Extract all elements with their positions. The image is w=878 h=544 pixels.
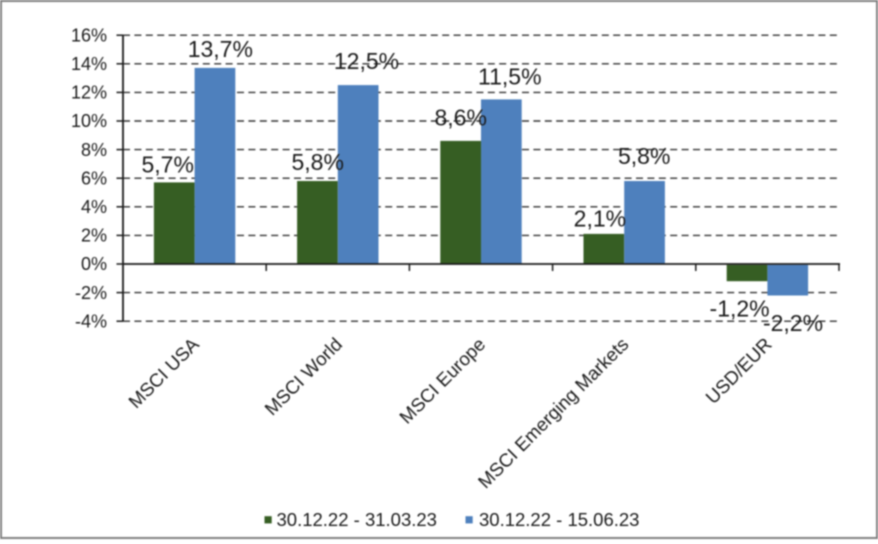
svg-text:2%: 2% [81, 226, 107, 246]
svg-text:30.12.22 - 31.03.23: 30.12.22 - 31.03.23 [277, 509, 437, 530]
svg-text:2,1%: 2,1% [574, 206, 626, 232]
svg-text:5,8%: 5,8% [291, 149, 343, 175]
svg-text:12,5%: 12,5% [334, 48, 399, 74]
svg-text:30.12.22 - 15.06.23: 30.12.22 - 15.06.23 [479, 509, 639, 530]
svg-text:5,8%: 5,8% [618, 143, 670, 169]
svg-text:4%: 4% [81, 197, 107, 217]
svg-text:10%: 10% [71, 111, 107, 131]
svg-text:11,5%: 11,5% [478, 64, 542, 90]
svg-text:16%: 16% [71, 25, 107, 45]
svg-text:12%: 12% [71, 83, 107, 103]
svg-text:-2,2%: -2,2% [763, 310, 823, 336]
svg-text:5,7%: 5,7% [141, 151, 193, 177]
svg-text:0%: 0% [81, 254, 107, 274]
svg-text:-2%: -2% [75, 283, 107, 303]
svg-text:6%: 6% [81, 168, 107, 188]
svg-text:8%: 8% [81, 140, 107, 160]
svg-text:-1,2%: -1,2% [710, 295, 770, 321]
svg-text:13,7%: 13,7% [188, 36, 253, 62]
svg-text:-4%: -4% [75, 311, 107, 331]
svg-text:14%: 14% [71, 54, 107, 74]
svg-text:8,6%: 8,6% [434, 105, 486, 131]
